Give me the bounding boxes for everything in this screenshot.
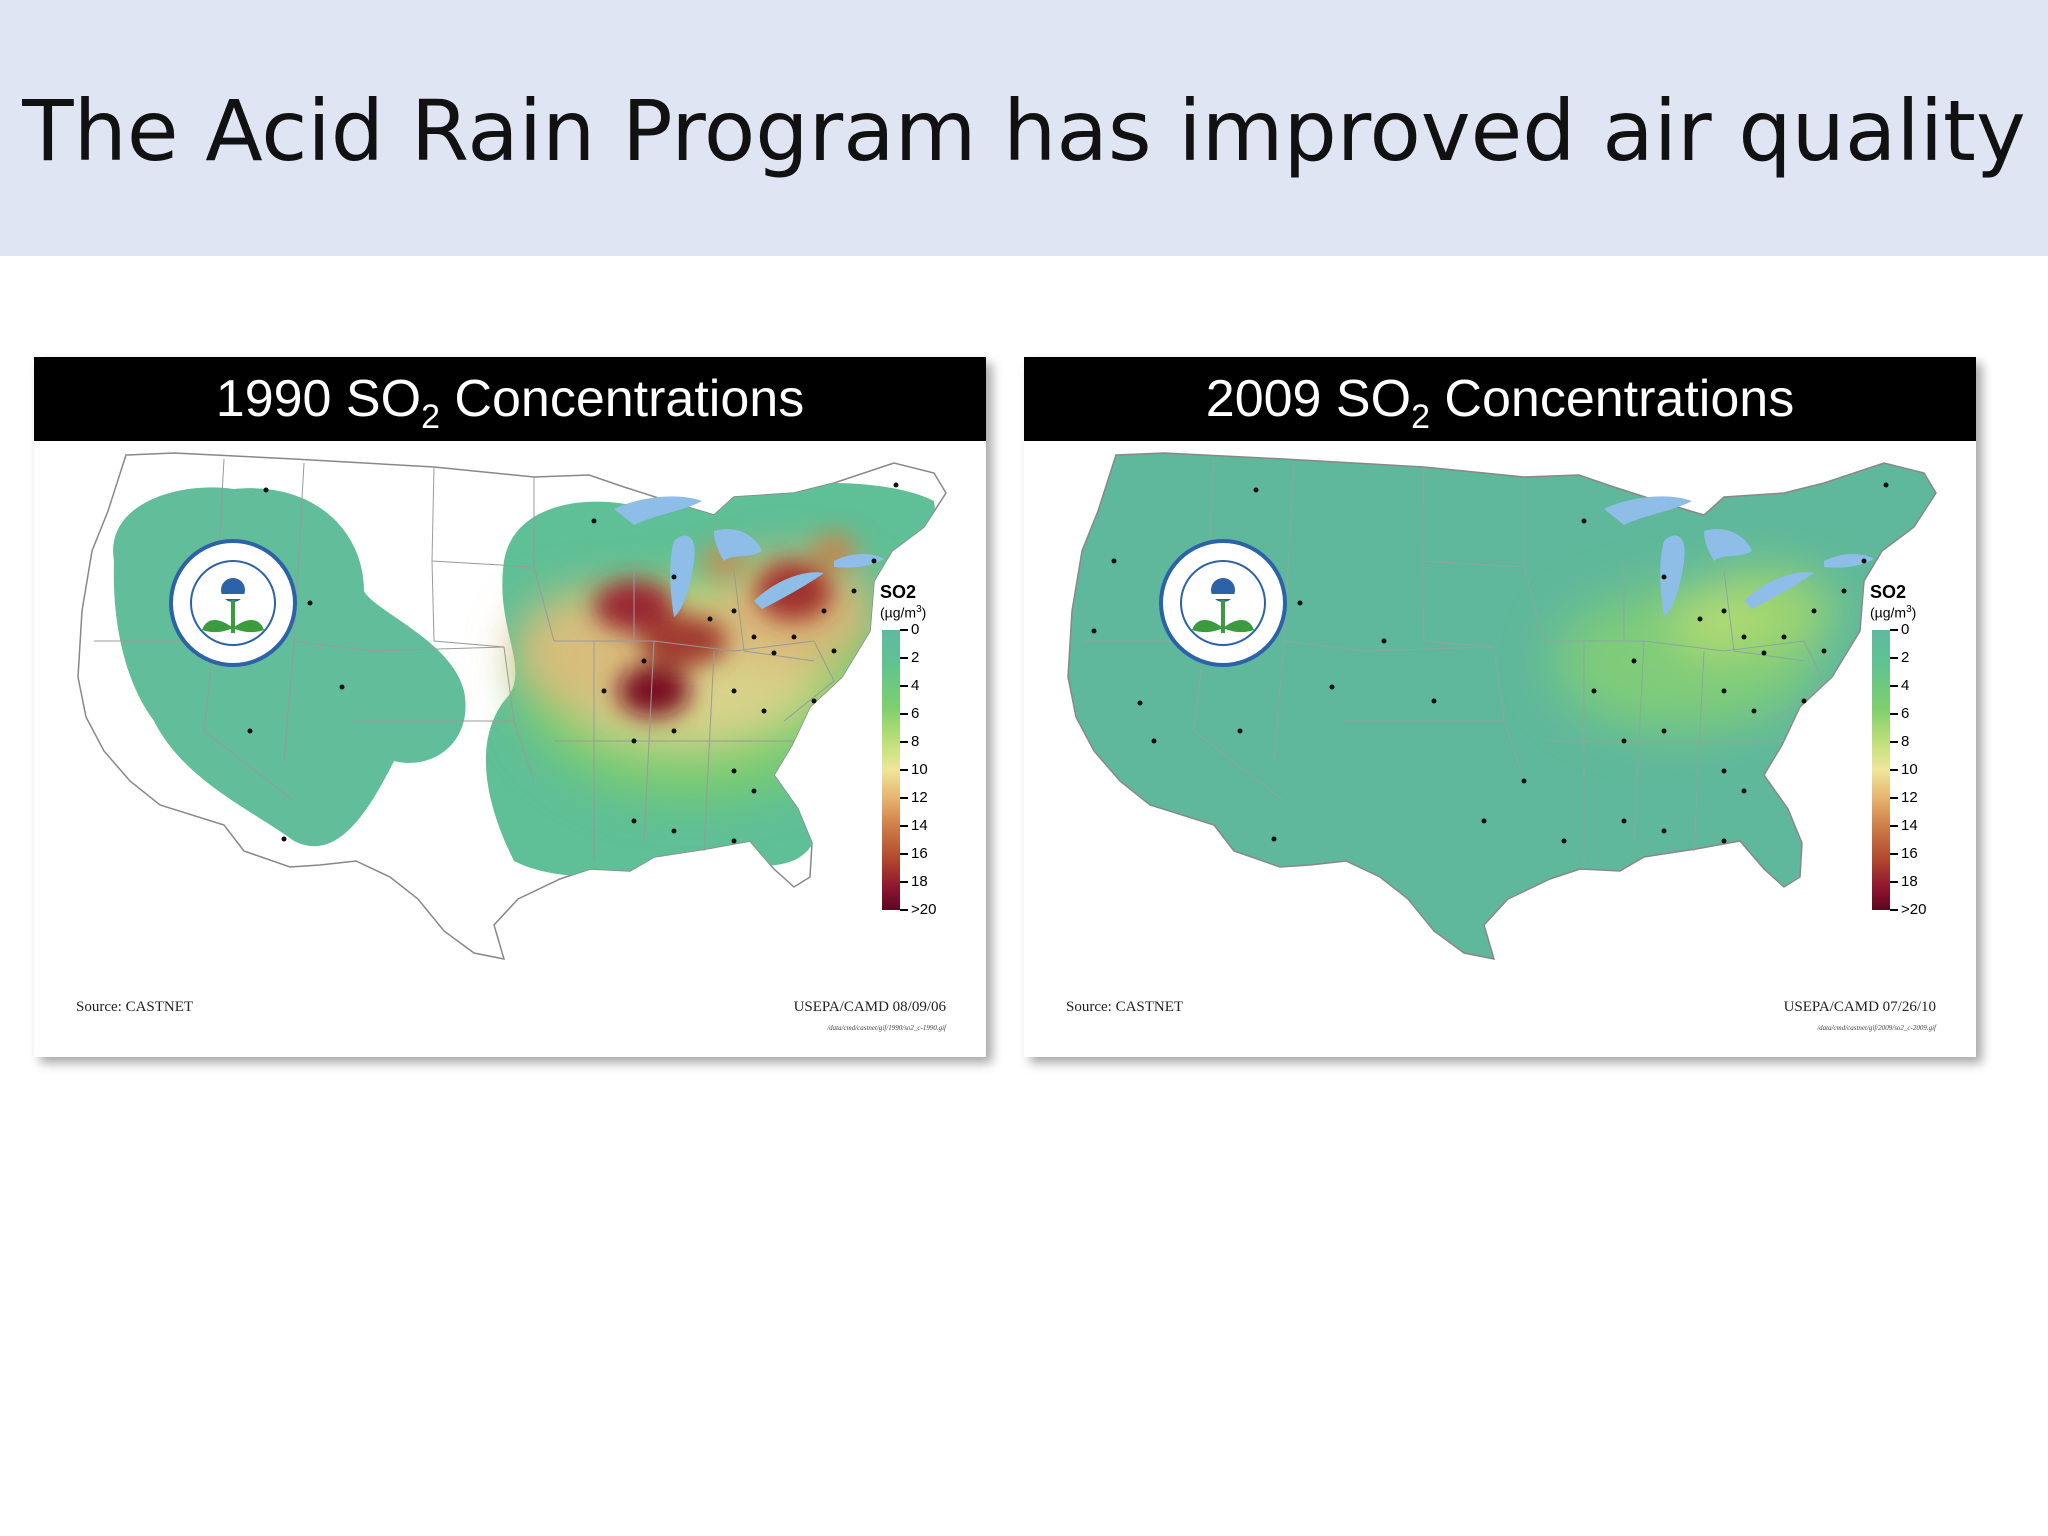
credit-label: USEPA/CAMD 07/26/10 — [1783, 999, 1936, 1015]
great-lakes — [614, 496, 884, 617]
legend-tick-label: 2 — [1901, 649, 1910, 666]
epa-seal-icon — [169, 539, 297, 667]
legend-tick — [900, 685, 908, 687]
legend-tick-label: 6 — [911, 705, 920, 722]
us-map-2009 — [1024, 441, 1976, 1057]
panel-title-bar: 1990 SO2 Concentrations — [34, 357, 986, 441]
legend-tick — [1890, 797, 1898, 799]
legend-tick — [900, 825, 908, 827]
legend-title: SO2 — [1870, 582, 1907, 602]
legend-tick-label: 8 — [911, 733, 920, 750]
legend-tick — [1890, 909, 1898, 911]
legend-tick — [1890, 741, 1898, 743]
legend-tick-label: 6 — [1901, 705, 1910, 722]
legend-tick-label: 8 — [1901, 733, 1910, 750]
legend-tick-label: 4 — [1901, 677, 1910, 694]
legend-tick — [900, 797, 908, 799]
legend-tick-label: 2 — [911, 649, 920, 666]
legend-tick — [900, 769, 908, 771]
map-area: SO2 (µg/m3) 0 2 4 6 8 10 12 14 16 18 >20 Source: C… — [1024, 441, 1976, 1057]
legend-tick-label: 4 — [911, 677, 920, 694]
legend-tick-label: 12 — [1901, 789, 1918, 806]
source-label: Source: CASTNET — [1066, 999, 1184, 1015]
panel-title-bar: 2009 SO2 Concentrations — [1024, 357, 1976, 441]
legend-color-bar — [882, 630, 900, 910]
legend-tick — [900, 657, 908, 659]
legend-tick-label: 16 — [911, 845, 928, 862]
legend-tick-label: 0 — [1901, 621, 1910, 638]
legend-tick — [1890, 825, 1898, 827]
us-map-1990 — [34, 441, 986, 1057]
legend-tick-label: 10 — [1901, 761, 1918, 778]
legend-color-bar — [1872, 630, 1890, 910]
legend-tick — [1890, 713, 1898, 715]
file-path: /data/cmd/castnet/gif/1990/so2_c-1990.gi… — [827, 1024, 946, 1032]
panel-title: 1990 SO2 Concentrations — [215, 370, 805, 436]
legend-tick — [900, 909, 908, 911]
legend-tick-label: >20 — [1901, 901, 1927, 918]
map-area: SO2 (µg/m3) 0 2 4 6 8 10 12 14 16 18 >20 Source: C… — [34, 441, 986, 1057]
panel-title: 2009 SO2 Concentrations — [1205, 370, 1795, 436]
legend-tick-label: 14 — [1901, 817, 1918, 834]
legend-tick-label: 12 — [911, 789, 928, 806]
legend-tick — [1890, 881, 1898, 883]
map-panel-1990: 1990 SO2 Concentrations — [34, 357, 986, 1057]
legend: SO2 (µg/m3) 0 2 4 6 8 10 12 14 16 18 >20 — [1870, 582, 1970, 922]
legend-tick — [900, 713, 908, 715]
legend-tick — [1890, 769, 1898, 771]
epa-seal-icon — [1159, 539, 1287, 667]
map-panel-2009: 2009 SO2 Concentrations — [1024, 357, 1976, 1057]
legend-tick — [1890, 657, 1898, 659]
legend: SO2 (µg/m3) 0 2 4 6 8 10 12 14 16 18 >20 — [880, 582, 980, 922]
legend-tick — [900, 629, 908, 631]
legend-tick — [900, 853, 908, 855]
legend-tick — [900, 741, 908, 743]
slide-title: The Acid Rain Program has improved air q… — [22, 82, 2026, 180]
credit-label: USEPA/CAMD 08/09/06 — [793, 999, 946, 1015]
legend-unit: (µg/m3) — [880, 604, 927, 621]
monitoring-sites — [1091, 482, 1889, 844]
legend-tick — [1890, 685, 1898, 687]
legend-tick-label: >20 — [911, 901, 937, 918]
legend-tick-label: 14 — [911, 817, 928, 834]
slide-header: The Acid Rain Program has improved air q… — [0, 0, 2048, 256]
monitoring-sites — [231, 482, 899, 844]
state-borders — [94, 458, 835, 861]
legend-tick — [1890, 629, 1898, 631]
great-lakes — [1604, 496, 1874, 617]
legend-unit: (µg/m3) — [1870, 604, 1917, 621]
legend-tick-label: 0 — [911, 621, 920, 638]
legend-tick-label: 16 — [1901, 845, 1918, 862]
legend-tick-label: 18 — [911, 873, 928, 890]
legend-tick-label: 18 — [1901, 873, 1918, 890]
legend-title: SO2 — [880, 582, 917, 602]
legend-tick-label: 10 — [911, 761, 928, 778]
legend-tick — [1890, 853, 1898, 855]
source-label: Source: CASTNET — [76, 999, 194, 1015]
legend-tick — [900, 881, 908, 883]
file-path: /data/cmd/castnet/gif/2009/so2_c-2009.gi… — [1817, 1024, 1936, 1032]
